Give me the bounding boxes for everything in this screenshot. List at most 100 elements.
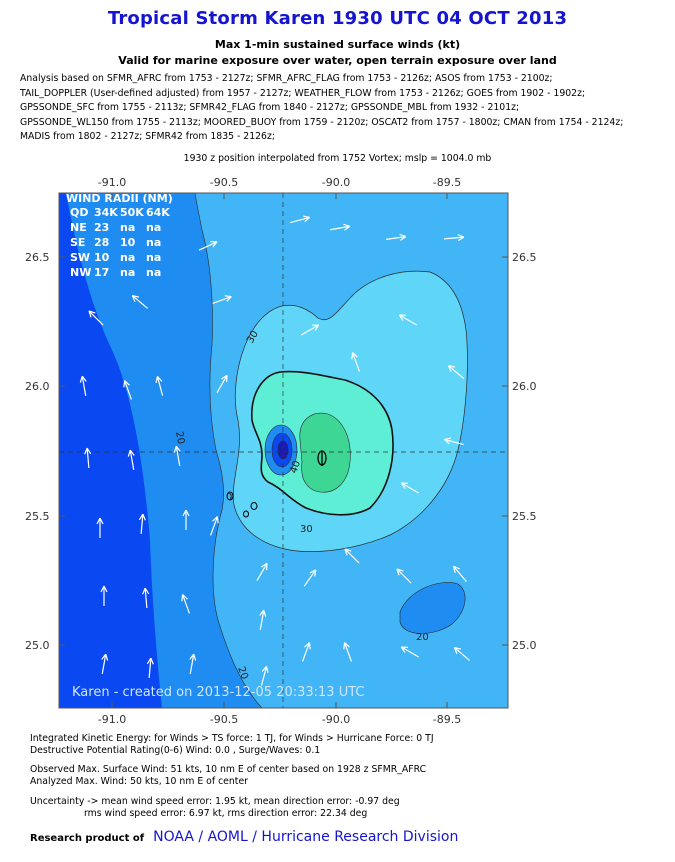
wind-arrow [100, 585, 108, 606]
wind-arrow [212, 295, 232, 304]
uncertainty-rms-text: rms wind speed error: 6.97 kt, rms direc… [84, 808, 368, 819]
wind-radii-cell: NE [70, 221, 87, 234]
subtitle-winds: Max 1-min sustained surface winds (kt) [214, 38, 461, 51]
subtitle-exposure: Valid for marine exposure over water, op… [118, 54, 557, 67]
wind-radii-cell: na [120, 251, 135, 264]
wind-arrow [344, 548, 360, 564]
wind-arrow [189, 653, 197, 674]
field-dark-blue [59, 193, 162, 708]
wind-radii-cell: SE [70, 236, 85, 249]
lat-tick-label: 26.0 [512, 380, 537, 393]
wind-arrow [400, 482, 419, 494]
ike-text: Integrated Kinetic Energy: for Winds > T… [30, 733, 434, 744]
wind-arrow [290, 215, 311, 224]
lon-tick-label: -90.5 [210, 713, 238, 725]
wind-radii-title: WIND RADII (NM) [66, 192, 173, 205]
contour-label: 40 [288, 459, 303, 475]
analysis-line: Analysis based on SFMR_AFRC from 1753 - … [20, 73, 553, 84]
wind-arrow [256, 562, 268, 581]
page-title: Tropical Storm Karen 1930 UTC 04 OCT 201… [107, 8, 568, 29]
lon-tick-label: -91.0 [98, 713, 126, 725]
wind-arrow [182, 509, 190, 530]
wind-radii-cell: SW [70, 251, 90, 264]
analysis-line: TAIL_DOPPLER (User-defined adjusted) fro… [20, 87, 586, 99]
credit: Research product of NOAA / AOML / Hurric… [30, 826, 458, 845]
wind-arrow [443, 437, 464, 446]
wind-radii-cell: 17 [94, 266, 109, 279]
position-note: 1930 z position interpolated from 1752 V… [183, 153, 492, 164]
lat-tick-label: 25.0 [25, 639, 50, 652]
wind-radii-cell: na [146, 251, 161, 264]
wind-arrow [400, 646, 419, 658]
wind-radii-cell: 10 [94, 251, 110, 264]
lat-tick-label: 26.0 [25, 380, 50, 393]
uncertainty-text: Uncertainty -> mean wind speed error: 1.… [30, 796, 400, 807]
wind-radii-cell: 23 [94, 221, 109, 234]
wind-radii-header-cell: QD [70, 206, 88, 219]
wind-arrow [79, 375, 87, 396]
wind-arrow [301, 324, 320, 336]
zero-contour [250, 502, 258, 510]
wind-arrow [88, 310, 104, 326]
field-bubble [399, 582, 466, 634]
wind-arrow [452, 565, 467, 583]
wind-radii-cell: 28 [94, 236, 109, 249]
wind-arrow [330, 223, 351, 231]
lon-tick-label: -89.5 [433, 176, 461, 189]
lon-tick-label: -90.0 [322, 713, 350, 725]
wind-arrow [173, 445, 181, 466]
lon-tick-label: -89.5 [433, 713, 461, 725]
wind-arrow [101, 653, 109, 674]
wind-arrow [123, 380, 132, 400]
wind-arrow [396, 568, 412, 584]
wind-radii-cell: NW [70, 266, 91, 279]
wind-arrow [260, 665, 269, 686]
contour-label: 20 [416, 632, 429, 643]
watermark: Karen - created on 2013-12-05 20:33:13 U… [72, 685, 364, 700]
wind-arrow [216, 374, 228, 393]
wind-arrow [146, 657, 154, 679]
credit-label: Research product of [30, 833, 145, 844]
lat-tick-label: 25.5 [25, 510, 50, 523]
wind-arrow [453, 646, 471, 661]
observed-max-text: Observed Max. Surface Wind: 51 kts, 10 n… [30, 764, 427, 775]
wind-field [59, 193, 508, 708]
credit-org-link[interactable]: NOAA / AOML / Hurricane Research Divisio… [153, 829, 459, 845]
wind-arrow [398, 314, 417, 326]
contour-label: 30 [300, 524, 313, 535]
wind-arrow [210, 516, 219, 536]
wind-radii-header-cell: 64K [146, 206, 170, 219]
analysis-line: MADIS from 1802 - 2127z; SFMR42 from 183… [20, 131, 275, 143]
zero-contour [243, 510, 249, 518]
wind-arrow [386, 233, 407, 241]
wind-arrow [181, 594, 190, 614]
lat-tick-label: 26.5 [512, 251, 537, 264]
wind-arrow [443, 234, 465, 242]
wind-radii-cell: na [146, 266, 161, 279]
wind-arrow [127, 449, 135, 470]
wind-arrow [351, 352, 360, 372]
map-frame [58, 192, 509, 709]
wind-radii-header-cell: 34K [94, 206, 118, 219]
lon-tick-label: -90.0 [322, 176, 350, 189]
wind-arrow [303, 569, 317, 587]
dpr-text: Destructive Potential Rating(0-6) Wind: … [30, 745, 321, 756]
analyzed-max-text: Analyzed Max. Wind: 50 kts, 10 nm E of c… [30, 776, 248, 787]
wind-arrow [259, 609, 267, 630]
wind-arrow [343, 642, 352, 662]
wind-radii-header-cell: 50K [120, 206, 144, 219]
wind-radii-cell: 10 [120, 236, 136, 249]
wind-arrow [84, 447, 92, 469]
analysis-line: GPSSONDE_SFC from 1755 - 2113z; SFMR42_F… [20, 102, 520, 114]
wind-radii-cell: na [146, 221, 161, 234]
wind-map: 30 20 30 20 20 40 0 WIND RADII (NM) QD 34… [25, 176, 537, 725]
wind-radii-cell: na [120, 221, 135, 234]
wind-vectors [79, 215, 471, 686]
lon-tick-label: -90.5 [210, 176, 238, 189]
wind-arrow [198, 240, 218, 251]
contour-label: 0 [226, 492, 232, 503]
wind-arrow [447, 364, 465, 379]
wind-arrow [138, 513, 146, 535]
contour-label: 20 [235, 665, 250, 681]
